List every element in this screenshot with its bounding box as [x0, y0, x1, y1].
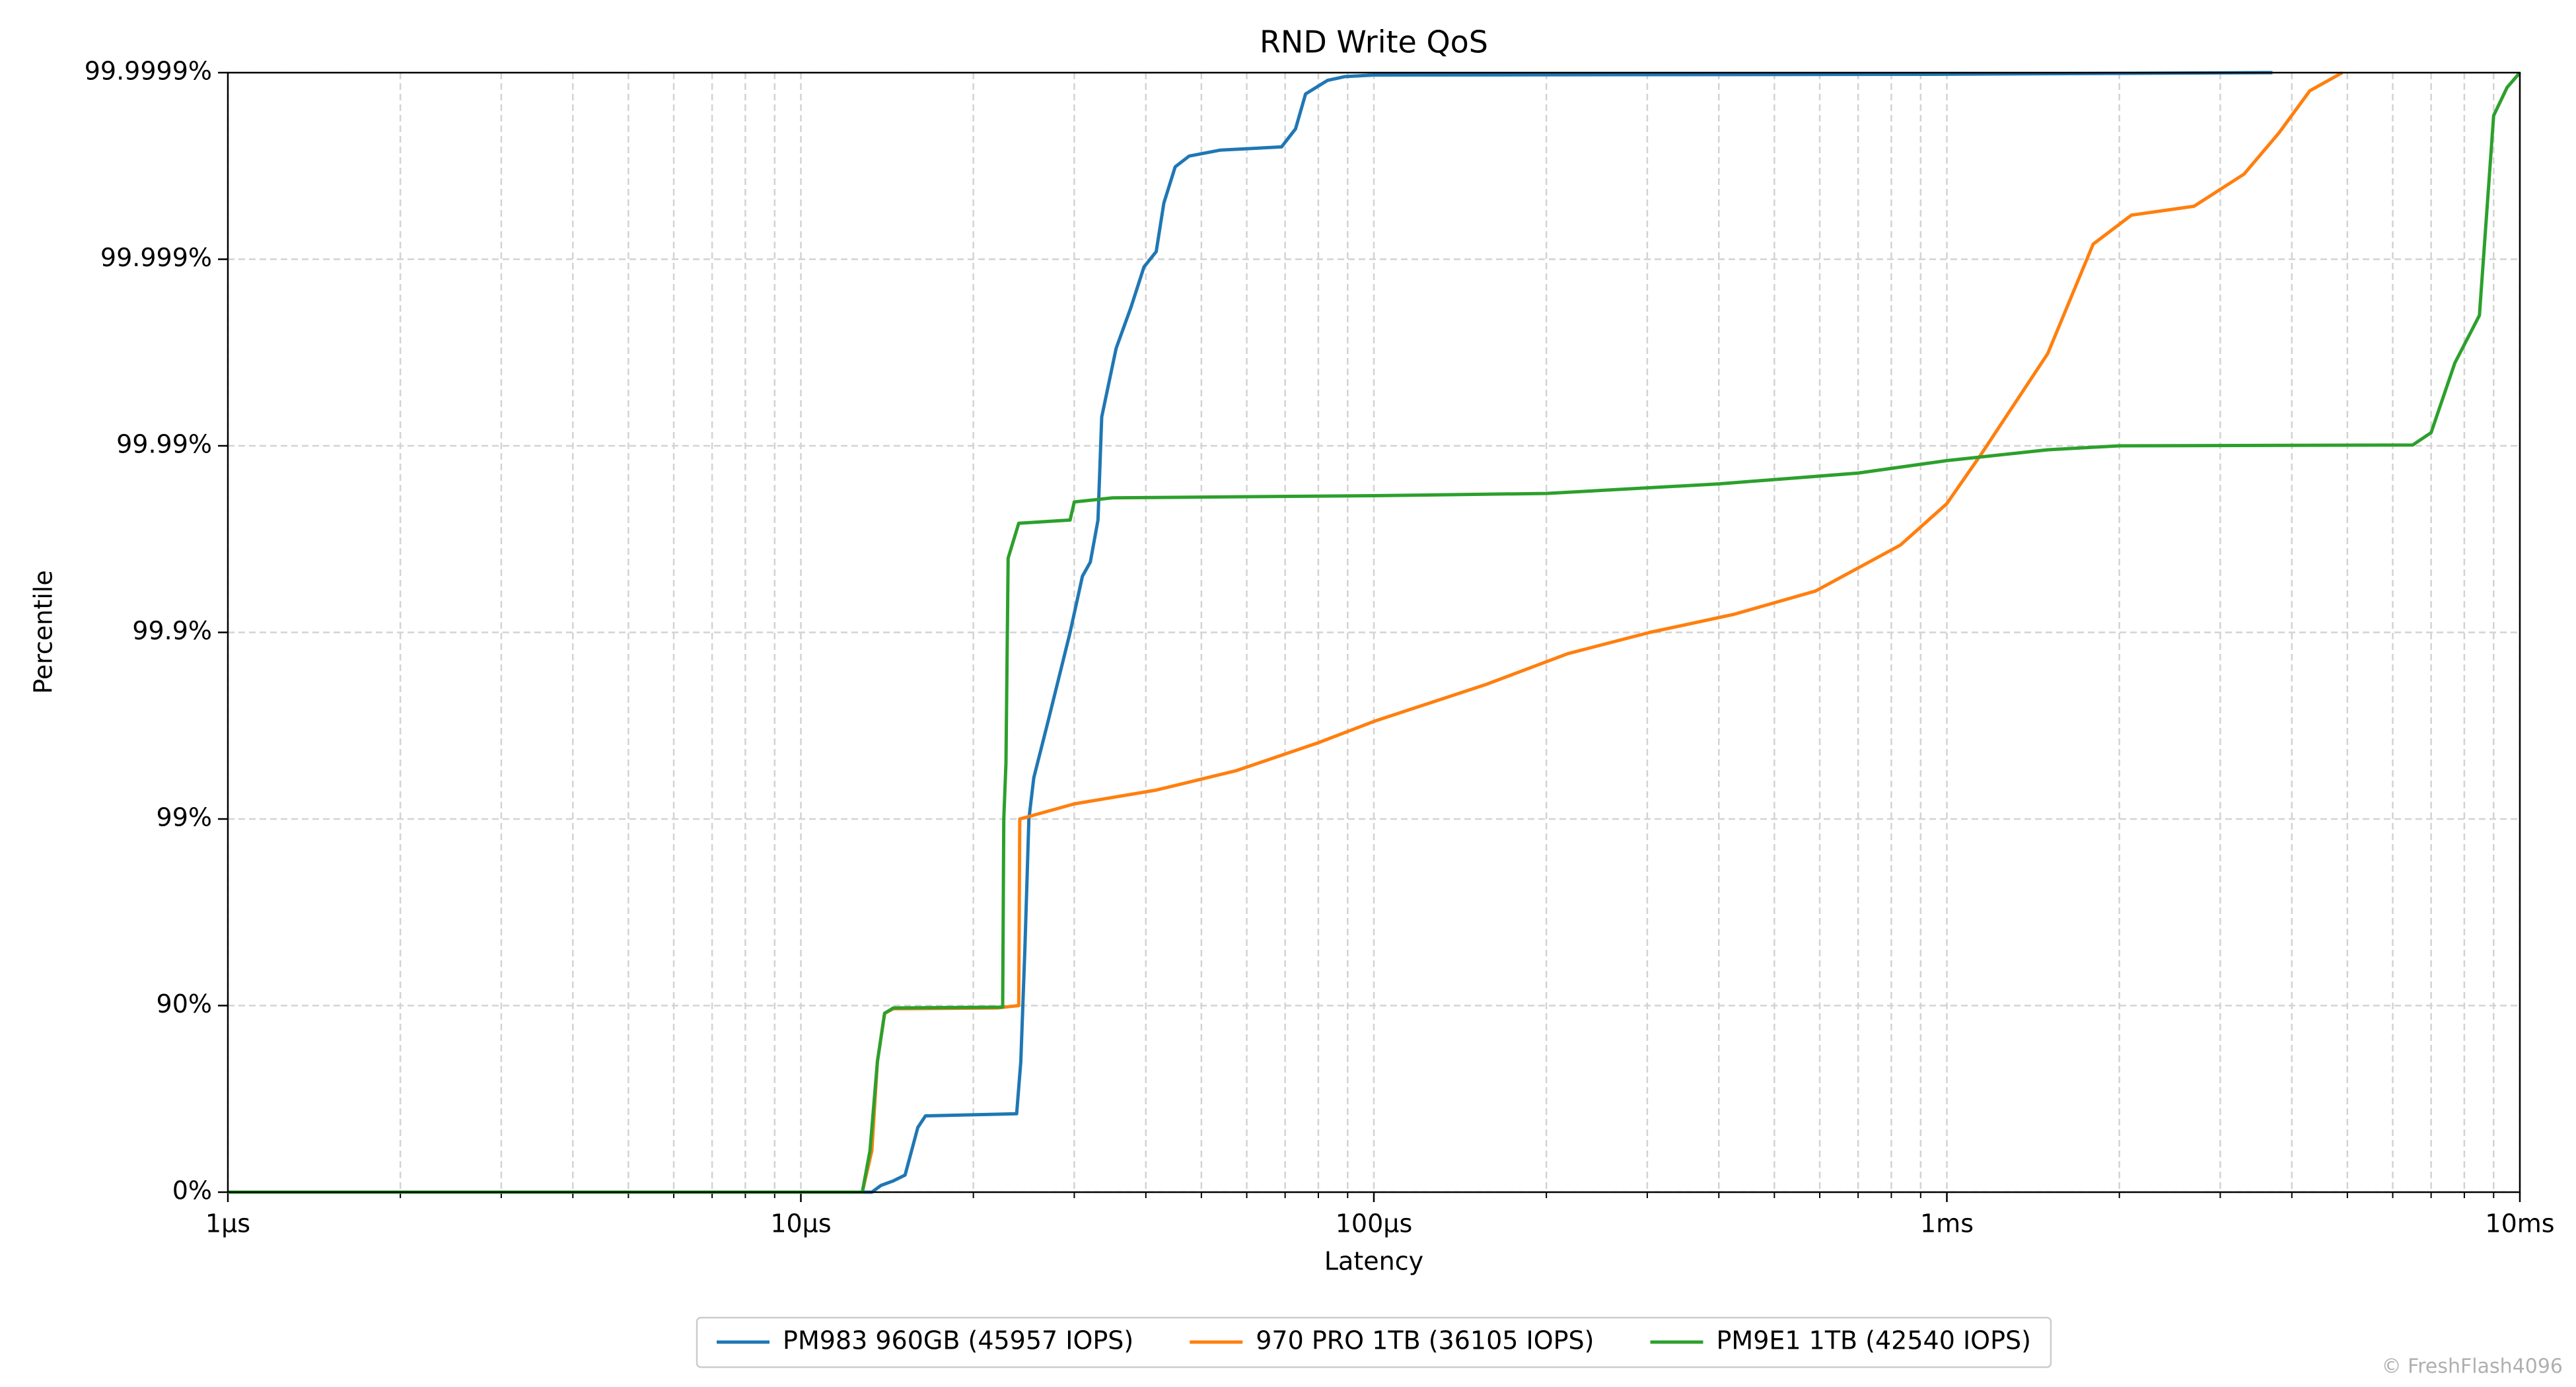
- x-tick-label: 10ms: [2485, 1209, 2554, 1238]
- legend-label: 970 PRO 1TB (36105 IOPS): [1256, 1326, 1594, 1355]
- y-tick-label: 90%: [157, 989, 212, 1018]
- watermark: © FreshFlash4096: [2382, 1355, 2563, 1378]
- chart-title: RND Write QoS: [1260, 24, 1488, 60]
- plot-frame: [227, 71, 2521, 1193]
- legend-label: PM983 960GB (45957 IOPS): [783, 1326, 1133, 1355]
- y-tick-label: 99.99%: [116, 430, 212, 459]
- line: [228, 71, 2273, 1194]
- y-tick-label: 99%: [157, 803, 212, 832]
- x-tick-label: 100µs: [1336, 1209, 1413, 1238]
- y-tick-label: 99.9%: [132, 616, 212, 645]
- legend-frame: [696, 1316, 2052, 1369]
- y-tick-label: 99.999%: [100, 243, 212, 272]
- line: [228, 71, 2521, 1194]
- x-tick-label: 1ms: [1920, 1209, 1974, 1238]
- y-tick-label: 99.9999%: [85, 57, 212, 86]
- x-axis-label: Latency: [1324, 1247, 1423, 1276]
- legend: PM983 960GB (45957 IOPS) 970 PRO 1TB (361…: [696, 1316, 2052, 1369]
- y-tick-label: 0%: [172, 1176, 212, 1205]
- y-axis-label: Percentile: [29, 570, 58, 694]
- legend-label: PM9E1 1TB (42540 IOPS): [1716, 1326, 2030, 1355]
- x-tick-label: 1µs: [205, 1209, 250, 1238]
- x-tick-label: 10µs: [770, 1209, 831, 1238]
